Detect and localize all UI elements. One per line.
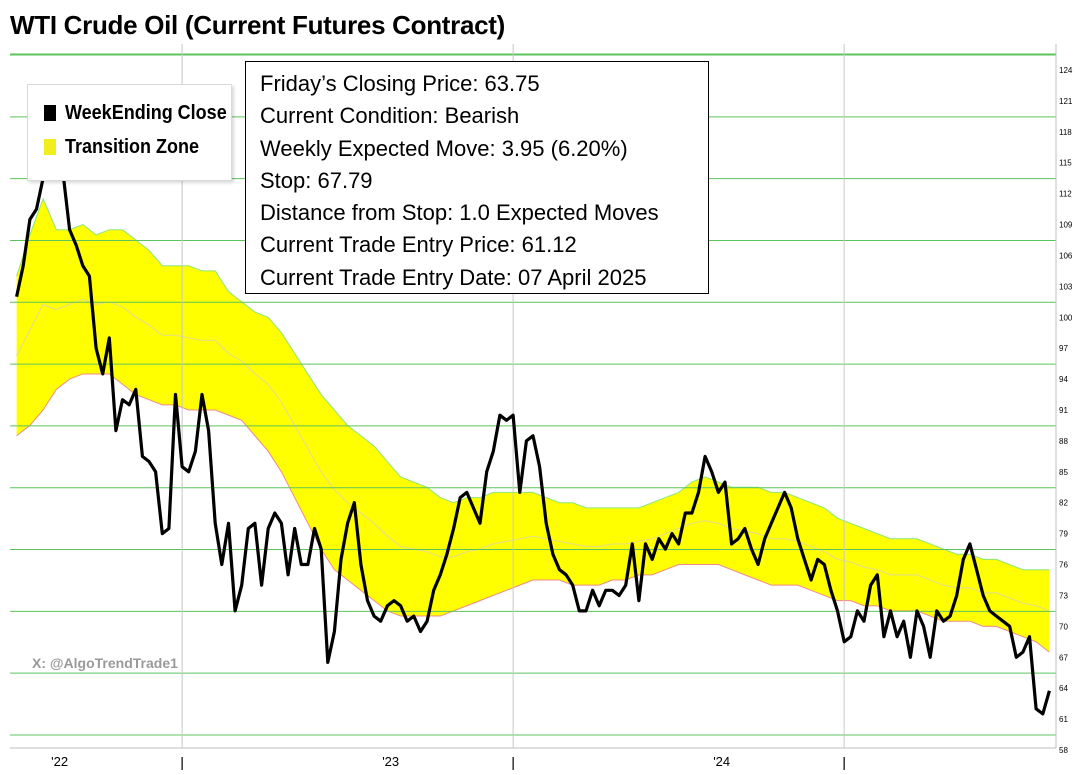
- y-tick-label: 73: [1059, 591, 1068, 600]
- legend-item-transition-zone: Transition Zone: [44, 135, 214, 159]
- condition-line: Current Condition: Bearish: [260, 103, 520, 129]
- weekending-close-line: [15, 109, 1051, 716]
- x-tick-label: '22: [51, 754, 68, 769]
- legend-swatch-yellow: [44, 139, 56, 155]
- y-tick-label: 82: [1059, 499, 1068, 508]
- entry-price-line: Current Trade Entry Price: 61.12: [260, 232, 577, 258]
- y-tick-label: 100: [1059, 313, 1073, 322]
- entry-date-line: Current Trade Entry Date: 07 April 2025: [260, 264, 647, 290]
- y-tick-label: 70: [1059, 622, 1068, 631]
- y-tick-label: 58: [1059, 746, 1068, 755]
- y-tick-label: 85: [1059, 468, 1068, 477]
- y-tick-label: 79: [1059, 530, 1068, 539]
- legend-label: WeekEnding Close: [65, 101, 227, 124]
- y-tick-label: 94: [1059, 375, 1068, 384]
- trade-info-box: Friday’s Closing Price: 63.75 Current Co…: [245, 61, 709, 294]
- y-tick-label: 61: [1059, 715, 1068, 724]
- watermark: X: @AlgoTrendTrade1: [32, 655, 178, 671]
- transition-zone-lower-edge: [16, 373, 1050, 653]
- legend-label: Transition Zone: [65, 135, 200, 158]
- y-tick-label: 118: [1059, 128, 1072, 137]
- y-tick-label: 121: [1059, 97, 1073, 106]
- y-tick-label: 64: [1059, 684, 1068, 693]
- transition-zone-upper-edge: [16, 197, 1050, 571]
- legend-swatch-black: [44, 105, 56, 121]
- transition-zone-fill: [16, 198, 1050, 653]
- legend-item-weekending-close: WeekEnding Close: [44, 101, 245, 125]
- legend: WeekEnding Close Transition Zone: [27, 84, 232, 181]
- price-line: [15, 109, 1051, 716]
- transition-zone-midline: [16, 298, 1050, 612]
- y-tick-label: 88: [1059, 437, 1068, 446]
- transition-zone-band: [16, 197, 1050, 653]
- y-tick-label: 97: [1059, 344, 1068, 353]
- x-axis-ticks: '22 '23 '24: [51, 754, 845, 770]
- x-tick-label: '24: [713, 754, 730, 769]
- closing-price-line: Friday’s Closing Price: 63.75: [260, 71, 540, 96]
- expected-move-line: Weekly Expected Move: 3.95 (6.20%): [260, 135, 628, 161]
- chart-title: WTI Crude Oil (Current Futures Contract): [10, 10, 506, 40]
- x-tick-label: '23: [382, 754, 399, 769]
- stop-line: Stop: 67.79: [260, 167, 373, 193]
- y-tick-label: 106: [1059, 251, 1073, 260]
- distance-from-stop-line: Distance from Stop: 1.0 Expected Moves: [260, 200, 659, 226]
- y-tick-label: 103: [1059, 282, 1073, 291]
- y-tick-label: 67: [1059, 653, 1068, 662]
- y-tick-label: 91: [1059, 406, 1068, 415]
- y-tick-label: 112: [1059, 190, 1072, 199]
- y-tick-label: 115: [1059, 159, 1072, 168]
- y-tick-label: 109: [1059, 221, 1073, 230]
- y-tick-label: 124: [1059, 66, 1073, 75]
- y-axis-ticks: 124 121 118 115 112 109 106 103 100 97 94 91 88 85 82 7…: [1059, 66, 1073, 755]
- y-tick-label: 76: [1059, 561, 1068, 570]
